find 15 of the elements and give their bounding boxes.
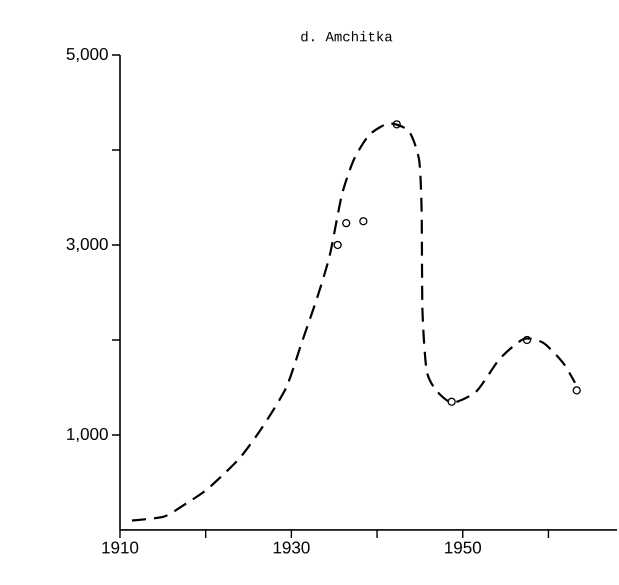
chart-title: d. Amchitka	[301, 31, 392, 42]
x-tick-label: 1930	[274, 542, 310, 554]
point	[572, 386, 581, 394]
point	[334, 240, 342, 250]
y-tick-label: 5,000	[66, 48, 108, 62]
point	[392, 120, 401, 128]
line-series	[130, 122, 576, 522]
x-tick-label: 1950	[445, 542, 481, 554]
point	[447, 398, 456, 406]
y-tick-label: 3,000	[66, 238, 108, 252]
point	[522, 336, 532, 344]
point	[342, 218, 350, 228]
point	[359, 217, 368, 226]
x-tick-label: 1910	[102, 542, 138, 554]
y-tick-label: 1,000	[67, 428, 108, 442]
